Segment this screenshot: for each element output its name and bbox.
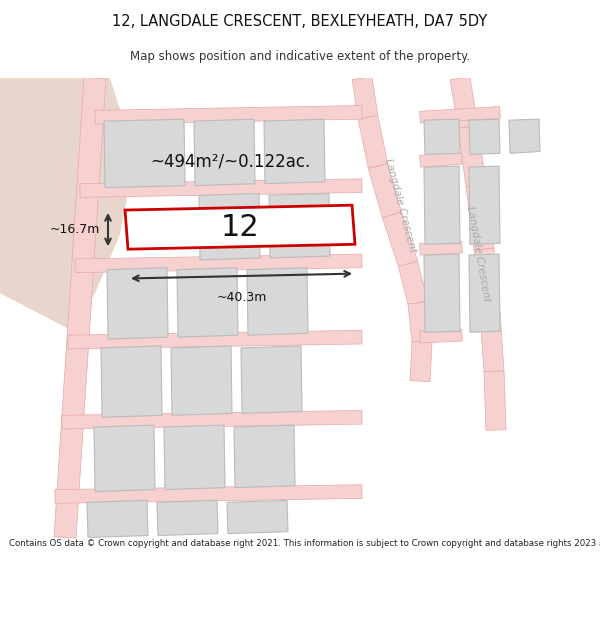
Polygon shape (234, 425, 295, 488)
Polygon shape (157, 501, 218, 536)
Polygon shape (75, 254, 362, 272)
Polygon shape (408, 302, 432, 343)
Polygon shape (424, 119, 460, 154)
Polygon shape (264, 119, 325, 184)
Text: Map shows position and indicative extent of the property.: Map shows position and indicative extent… (130, 50, 470, 62)
Text: 12, LANGDALE CRESCENT, BEXLEYHEATH, DA7 5DY: 12, LANGDALE CRESCENT, BEXLEYHEATH, DA7 … (112, 14, 488, 29)
Text: ~494m²/~0.122ac.: ~494m²/~0.122ac. (150, 152, 310, 170)
Polygon shape (466, 184, 494, 251)
Polygon shape (474, 248, 500, 314)
Polygon shape (424, 166, 460, 244)
Polygon shape (469, 119, 500, 154)
Polygon shape (419, 152, 463, 167)
Polygon shape (368, 164, 401, 217)
Polygon shape (0, 78, 135, 332)
Text: Langdale Crescent: Langdale Crescent (464, 206, 491, 302)
Polygon shape (458, 126, 486, 187)
Polygon shape (104, 119, 185, 188)
Polygon shape (177, 268, 238, 337)
Polygon shape (484, 371, 506, 430)
Polygon shape (420, 241, 462, 255)
Polygon shape (68, 330, 362, 349)
Polygon shape (194, 119, 255, 186)
Polygon shape (107, 268, 168, 339)
Polygon shape (125, 205, 355, 249)
Polygon shape (80, 179, 362, 198)
Polygon shape (94, 425, 155, 491)
Polygon shape (227, 501, 288, 534)
Polygon shape (55, 485, 362, 503)
Polygon shape (95, 106, 362, 124)
Polygon shape (410, 341, 432, 382)
Text: 12: 12 (221, 213, 259, 242)
Polygon shape (269, 194, 330, 258)
Polygon shape (420, 329, 462, 343)
Polygon shape (241, 346, 302, 413)
Text: ~40.3m: ~40.3m (217, 291, 266, 304)
Polygon shape (352, 77, 378, 119)
Polygon shape (424, 254, 460, 332)
Polygon shape (469, 254, 500, 332)
Polygon shape (87, 501, 148, 538)
Polygon shape (398, 261, 428, 305)
Polygon shape (199, 194, 260, 260)
Polygon shape (358, 115, 388, 168)
Text: Langdale Crescent: Langdale Crescent (383, 157, 418, 253)
Polygon shape (54, 78, 106, 538)
Polygon shape (101, 346, 162, 418)
Polygon shape (247, 268, 308, 335)
Polygon shape (419, 106, 500, 123)
Polygon shape (382, 212, 418, 267)
Polygon shape (480, 312, 504, 372)
Text: ~16.7m: ~16.7m (50, 223, 100, 236)
Text: Contains OS data © Crown copyright and database right 2021. This information is : Contains OS data © Crown copyright and d… (9, 539, 600, 548)
Polygon shape (509, 119, 540, 153)
Polygon shape (171, 346, 232, 416)
Polygon shape (62, 411, 362, 429)
Polygon shape (450, 77, 478, 129)
Polygon shape (469, 166, 500, 244)
Polygon shape (164, 425, 225, 489)
